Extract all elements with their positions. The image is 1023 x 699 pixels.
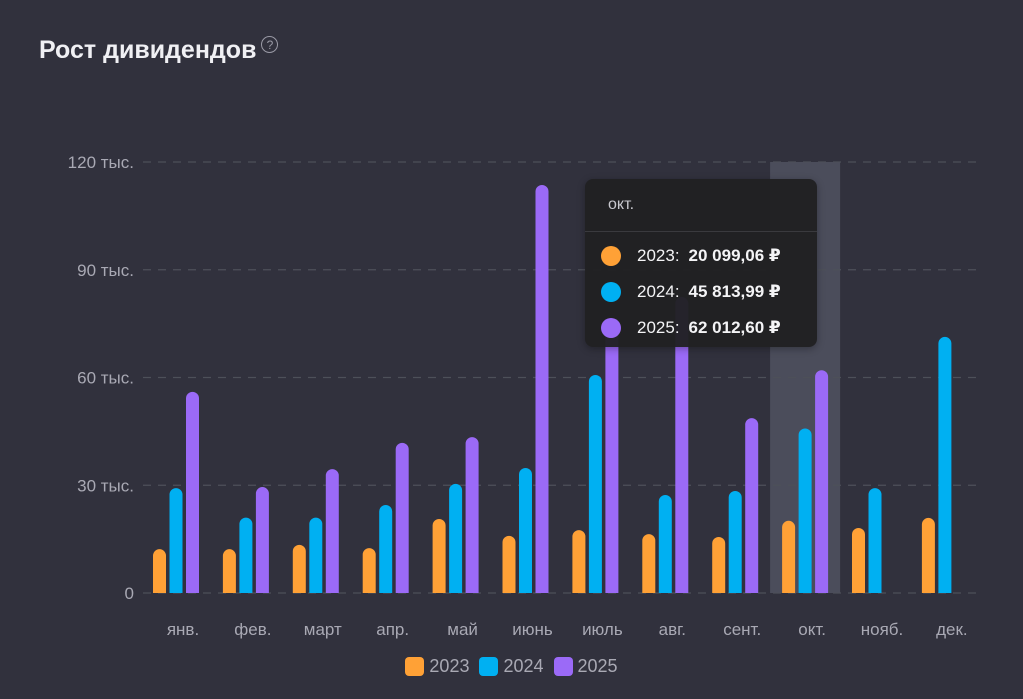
x-tick-label: янв. <box>167 620 199 639</box>
bar-2025-8[interactable] <box>745 418 759 593</box>
bar-2025-3[interactable] <box>395 442 409 593</box>
x-tick-label: сент. <box>723 620 761 639</box>
bar-2024-4[interactable] <box>449 483 463 593</box>
bar-2023-10[interactable] <box>852 527 865 593</box>
bar-2023-1[interactable] <box>222 549 236 593</box>
bar-2024-9[interactable] <box>798 428 812 593</box>
tooltip-row-2025: 2025: 62 012,60 ₽ <box>585 310 817 346</box>
series-dot-icon <box>601 282 621 302</box>
bar-2023-8[interactable] <box>712 536 726 593</box>
x-tick-label: фев. <box>234 620 271 639</box>
x-tick-label: авг. <box>659 620 686 639</box>
bar-2023-3[interactable] <box>362 548 376 593</box>
bar-2025-9[interactable] <box>815 370 829 593</box>
tooltip-year: 2023: <box>637 246 680 265</box>
bar-2025-7[interactable] <box>675 297 689 593</box>
bar-2024-1[interactable] <box>239 517 253 593</box>
x-tick-label: июль <box>582 620 623 639</box>
bar-2023-4[interactable] <box>432 519 446 593</box>
tooltip-row-2024: 2024: 45 813,99 ₽ <box>585 274 817 310</box>
y-tick-label: 0 <box>125 584 134 603</box>
bar-2023-6[interactable] <box>572 530 586 593</box>
legend-item-2023[interactable]: 2023 <box>405 656 469 677</box>
chart-tooltip: окт. 2023: 20 099,06 ₽ 2024: 45 813,99 ₽… <box>585 179 817 347</box>
x-tick-label: май <box>447 620 478 639</box>
tooltip-year: 2024: <box>637 282 680 301</box>
dividend-growth-chart: 0 30 тыс. 60 тыс. 90 тыс. 120 тыс. янв. фев. м… <box>68 153 983 639</box>
bar-2024-2[interactable] <box>309 517 323 593</box>
bar-2025-2[interactable] <box>325 469 339 593</box>
bar-2023-5[interactable] <box>502 535 516 593</box>
tooltip-value: 20 099,06 ₽ <box>688 246 781 265</box>
bar-2024-7[interactable] <box>658 494 672 593</box>
bar-2024-5[interactable] <box>519 468 532 593</box>
x-tick-label: нояб. <box>861 620 904 639</box>
x-tick-label: март <box>304 620 342 639</box>
legend-item-2024[interactable]: 2024 <box>479 656 544 677</box>
legend-swatch-icon <box>553 657 573 676</box>
x-tick-label: июнь <box>512 620 553 639</box>
bar-2024-0[interactable] <box>169 488 183 593</box>
bar-2024-11[interactable] <box>938 336 952 593</box>
chart-title: Рост дивидендов ? <box>39 36 279 65</box>
tooltip-value: 62 012,60 ₽ <box>688 318 781 337</box>
legend-label: 2024 <box>503 656 544 676</box>
y-tick-label: 90 тыс. <box>77 261 134 280</box>
tooltip-row-2023: 2023: 20 099,06 ₽ <box>585 238 817 274</box>
bar-2023-2[interactable] <box>292 544 306 593</box>
series-dot-icon <box>601 318 621 338</box>
bar-2025-4[interactable] <box>465 437 479 593</box>
legend-swatch-icon <box>479 657 499 676</box>
bar-2024-8[interactable] <box>728 490 742 593</box>
y-tick-label: 120 тыс. <box>68 153 134 172</box>
bar-2025-5[interactable] <box>535 184 549 593</box>
series-dot-icon <box>601 246 621 266</box>
tooltip-title: окт. <box>585 179 817 232</box>
bar-2023-7[interactable] <box>642 534 656 593</box>
y-tick-label: 60 тыс. <box>77 369 134 388</box>
x-tick-label: дек. <box>936 620 968 639</box>
x-tick-label: апр. <box>376 620 409 639</box>
legend-item-2025[interactable]: 2025 <box>553 656 618 677</box>
chart-legend: 2023 2024 2025 <box>0 656 1023 677</box>
x-tick-label: окт. <box>798 620 826 639</box>
bar-2023-11[interactable] <box>921 517 935 593</box>
chart-title-text: Рост дивидендов <box>39 36 257 64</box>
tooltip-value: 45 813,99 ₽ <box>688 282 781 301</box>
legend-swatch-icon <box>405 657 425 676</box>
bar-2023-0[interactable] <box>153 549 166 593</box>
bar-2023-9[interactable] <box>782 520 796 593</box>
y-tick-label: 30 тыс. <box>77 476 134 495</box>
bar-2024-6[interactable] <box>588 374 602 593</box>
legend-label: 2025 <box>577 656 618 676</box>
bar-2025-1[interactable] <box>255 487 269 593</box>
bar-2024-10[interactable] <box>868 488 882 593</box>
tooltip-year: 2025: <box>637 318 680 337</box>
help-icon[interactable]: ? <box>261 36 279 53</box>
legend-label: 2023 <box>429 656 470 676</box>
bar-2025-0[interactable] <box>186 391 199 593</box>
bar-2024-3[interactable] <box>379 505 393 593</box>
bar-2025-6[interactable] <box>605 323 619 593</box>
